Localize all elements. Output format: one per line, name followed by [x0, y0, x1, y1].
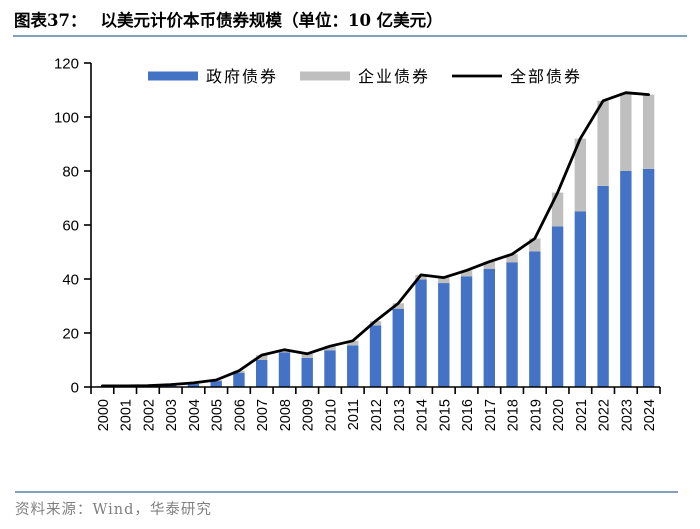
x-axis-label: 2017	[483, 399, 499, 431]
x-axis-label: 2010	[323, 399, 339, 431]
government-bond-bar	[392, 308, 404, 387]
corporate-bond-bar	[324, 346, 336, 351]
government-bond-bar	[369, 325, 382, 387]
figure-title-text: 以美元计价本币债券规模（单位：10 亿美元）	[100, 11, 443, 30]
y-axis-label: 60	[62, 218, 79, 235]
government-bond-bar	[574, 211, 587, 387]
government-bond-bar	[301, 357, 313, 387]
government-bond-bar	[597, 185, 609, 387]
x-axis-label: 2005	[210, 399, 226, 431]
corporate-bond-bar	[620, 92, 632, 171]
source-note: 资料来源：Wind，华泰研究	[15, 502, 212, 518]
x-axis-label: 2001	[119, 399, 135, 431]
total-bonds-line	[101, 91, 650, 388]
x-axis-label: 2004	[187, 399, 203, 431]
government-bond-bar	[233, 372, 245, 387]
corporate-bond-bar	[460, 270, 473, 277]
x-axis-label: 2023	[619, 399, 635, 431]
x-axis-label: 2015	[437, 399, 453, 431]
corporate-bond-bar	[256, 355, 268, 360]
legend-corporate-swatch	[300, 71, 350, 81]
x-axis-label: 2006	[232, 399, 248, 431]
government-bond-bar	[642, 168, 655, 387]
government-bond-bar	[256, 360, 268, 387]
x-axis-label: 2021	[574, 399, 590, 431]
government-bond-bar	[164, 385, 177, 387]
x-axis-label: 2020	[551, 399, 567, 431]
corporate-bond-bar	[347, 340, 359, 346]
government-bond-bar	[460, 276, 473, 387]
corporate-bond-bar	[506, 254, 518, 263]
x-axis-label: 2022	[597, 399, 613, 431]
legend-government-swatch	[148, 71, 198, 81]
corporate-bond-bar	[392, 303, 404, 309]
y-axis-label: 120	[54, 56, 79, 73]
x-axis-label: 2003	[164, 399, 180, 431]
government-bond-bar	[506, 262, 518, 387]
x-axis-label: 2011	[346, 399, 362, 430]
government-bond-bar	[415, 279, 427, 387]
x-axis-label: 2009	[301, 399, 317, 431]
x-axis-label: 2016	[460, 399, 476, 431]
y-axis-label: 0	[71, 380, 79, 397]
x-axis-label: 2013	[392, 399, 408, 431]
legend-total-label: 全部债券	[510, 67, 582, 86]
corporate-bond-bar	[415, 274, 427, 280]
legend-corporate-label: 企业债券	[358, 67, 430, 86]
government-bond-bar	[620, 171, 632, 387]
y-axis-label: 100	[54, 110, 79, 127]
corporate-bond-bar	[301, 353, 313, 358]
legend-government-label: 政府债券	[206, 67, 278, 86]
corporate-bond-bar	[597, 100, 609, 186]
page-title: 图表37： 以美元计价本币债券规模（单位：10 亿美元）	[14, 7, 694, 31]
x-axis-label: 2000	[96, 399, 112, 431]
figure-number: 图表37：	[14, 11, 87, 30]
x-axis-label: 2014	[415, 399, 431, 431]
government-bond-bar	[278, 352, 291, 387]
corporate-bond-bar	[642, 94, 655, 169]
government-bond-bar	[438, 283, 450, 387]
x-axis-label: 2018	[506, 399, 522, 431]
title-divider	[13, 35, 687, 37]
government-bond-bar	[529, 251, 541, 387]
corporate-bond-bar	[438, 277, 450, 284]
government-bond-bar	[210, 381, 222, 387]
government-bond-bar	[187, 383, 200, 387]
government-bond-bar	[551, 226, 564, 387]
x-axis-label: 2002	[141, 399, 157, 431]
y-axis-label: 40	[62, 272, 79, 289]
corporate-bond-bar	[551, 192, 564, 227]
footer-divider	[15, 491, 678, 493]
x-axis-label: 2008	[278, 399, 294, 431]
corporate-bond-bar	[574, 138, 587, 212]
y-axis-label: 80	[62, 164, 79, 181]
government-bond-bar	[483, 268, 495, 387]
y-axis-label: 20	[62, 326, 79, 343]
corporate-bond-bar	[483, 261, 495, 269]
government-bond-bar	[347, 345, 359, 387]
x-axis-label: 2024	[642, 399, 658, 431]
x-axis-label: 2007	[255, 399, 271, 431]
x-axis-label: 2019	[528, 399, 544, 431]
corporate-bond-bar	[369, 321, 382, 326]
government-bond-bar	[324, 350, 336, 387]
corporate-bond-bar	[529, 238, 541, 252]
x-axis-label: 2012	[369, 399, 385, 431]
